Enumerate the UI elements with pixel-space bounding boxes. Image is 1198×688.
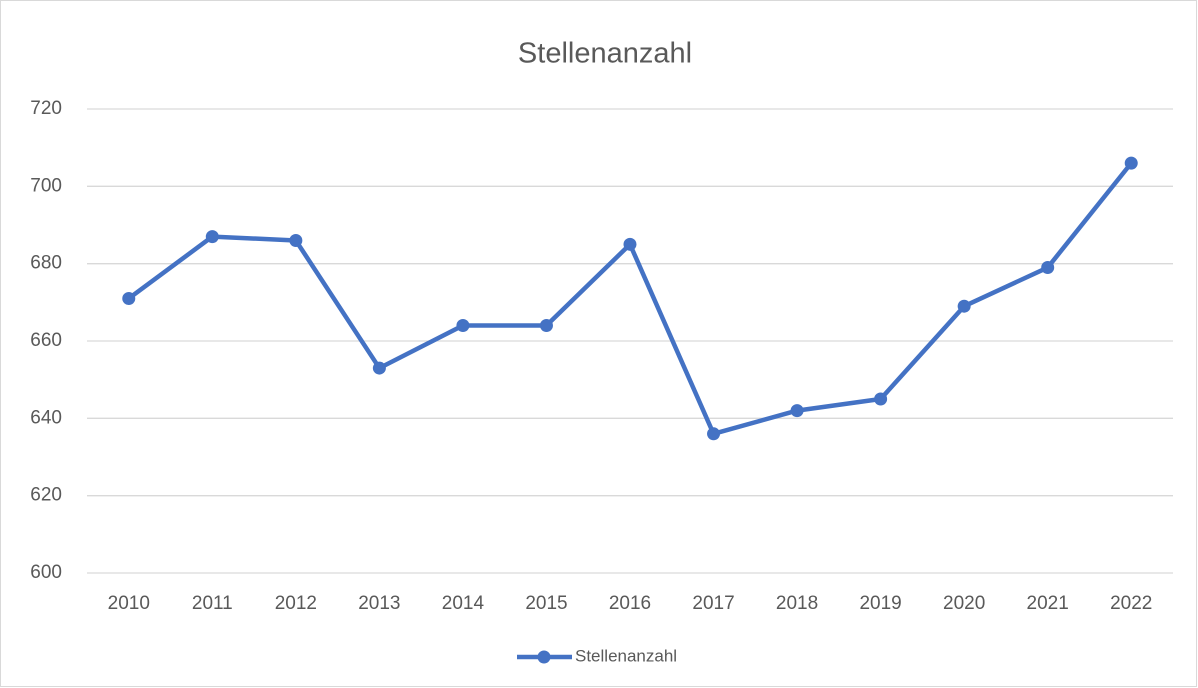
x-tick-label: 2011: [192, 593, 233, 614]
x-tick-label: 2020: [943, 593, 985, 614]
y-tick-label: 620: [30, 485, 62, 506]
data-point: [957, 299, 971, 313]
chart-title: Stellenanzahl: [518, 38, 692, 70]
data-point: [456, 319, 470, 333]
data-point: [205, 230, 219, 244]
y-tick-label: 680: [30, 253, 62, 274]
data-point: [539, 319, 553, 333]
y-tick-label: 720: [30, 98, 62, 119]
data-point: [874, 392, 888, 406]
data-point: [1124, 156, 1138, 170]
x-tick-label: 2013: [358, 593, 400, 614]
x-tick-label: 2017: [692, 593, 734, 614]
legend-marker: [537, 650, 551, 664]
x-tick-label: 2016: [609, 593, 651, 614]
legend-label: Stellenanzahl: [575, 646, 677, 665]
x-tick-label: 2015: [525, 593, 567, 614]
x-tick-label: 2022: [1110, 593, 1152, 614]
x-tick-label: 2018: [776, 593, 818, 614]
x-tick-label: 2010: [108, 593, 150, 614]
y-tick-label: 640: [30, 407, 62, 428]
data-point: [372, 361, 386, 375]
data-point: [122, 291, 136, 305]
x-tick-label: 2021: [1027, 593, 1069, 614]
x-tick-label: 2014: [442, 593, 485, 614]
x-tick-label: 2019: [859, 593, 901, 614]
y-tick-label: 660: [30, 330, 62, 351]
data-point: [623, 237, 637, 251]
y-tick-label: 600: [30, 562, 62, 583]
data-point: [707, 427, 721, 441]
data-point: [289, 233, 303, 247]
data-point: [790, 404, 804, 418]
data-point: [1041, 261, 1055, 275]
x-tick-label: 2012: [275, 593, 317, 614]
y-tick-label: 700: [30, 175, 62, 196]
